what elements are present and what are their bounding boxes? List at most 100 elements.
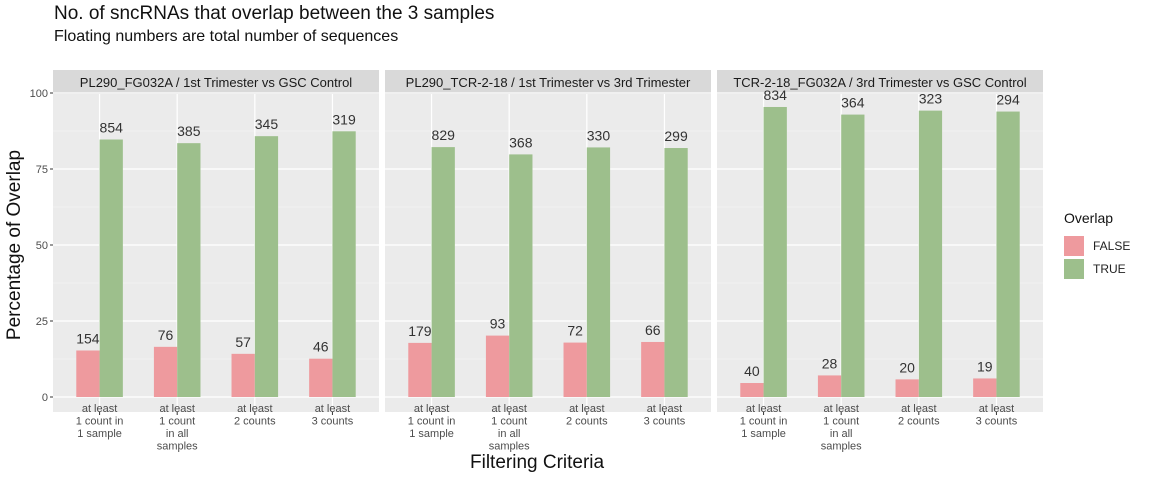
data-label: 854 — [100, 120, 124, 136]
bar-false — [153, 346, 178, 397]
x-tick-label: samples — [489, 441, 530, 453]
bar-true — [431, 147, 455, 397]
bar-true — [332, 131, 356, 397]
chart-subtitle: Floating numbers are total number of seq… — [54, 28, 399, 45]
bar-true — [177, 143, 201, 397]
data-label: 154 — [76, 330, 100, 346]
bar-false — [408, 342, 432, 397]
x-tick-label: 1 count in — [408, 416, 456, 428]
x-tick-label: 3 counts — [976, 416, 1018, 428]
facet-strip-label: TCR-2-18_FG032A / 3rd Trimester vs GSC C… — [733, 75, 1026, 90]
bar-true — [664, 148, 688, 397]
data-label: 834 — [764, 87, 788, 103]
data-label: 345 — [255, 116, 279, 132]
bar-false — [641, 341, 665, 397]
chart-title: No. of sncRNAs that overlap between the … — [54, 3, 495, 24]
x-tick-label: 1 count — [491, 416, 527, 428]
x-tick-label: 3 counts — [644, 416, 686, 428]
bar-true — [509, 154, 533, 397]
bar-false — [231, 353, 255, 397]
y-axis-label: Percentage of Overlap — [4, 149, 25, 341]
data-label: 294 — [996, 92, 1020, 108]
bar-false — [76, 350, 100, 397]
bar-true — [586, 147, 611, 397]
data-label: 20 — [899, 359, 915, 375]
bar-true — [996, 111, 1020, 397]
data-label: 364 — [841, 95, 865, 111]
data-label: 93 — [490, 316, 506, 332]
data-label: 299 — [664, 128, 688, 144]
data-label: 829 — [432, 127, 456, 143]
x-tick-label: at least — [237, 403, 272, 415]
bar-true — [254, 136, 279, 397]
x-tick-label: at least — [569, 403, 604, 415]
facet-strip-label: PL290_FG032A / 1st Trimester vs GSC Cont… — [80, 75, 353, 90]
x-tick-label: 1 count in — [740, 416, 788, 428]
bar-true — [918, 110, 943, 397]
legend-swatch-false — [1064, 235, 1084, 256]
facet-strip — [53, 70, 379, 94]
data-label: 57 — [235, 334, 251, 350]
x-axis-label: Filtering Criteria — [470, 452, 605, 473]
y-tick-label: 50 — [36, 240, 48, 252]
legend-label-false: FALSE — [1093, 238, 1131, 253]
x-tick-label: 2 counts — [234, 416, 276, 428]
x-tick-label: at least — [823, 403, 858, 415]
legend-item-true: TRUE — [1064, 257, 1130, 280]
data-label: 76 — [158, 327, 174, 343]
x-tick-label: 1 count — [823, 416, 859, 428]
legend-title: Overlap — [1064, 210, 1114, 226]
legend-label-true: TRUE — [1093, 261, 1126, 276]
bar-false — [895, 379, 919, 397]
x-tick-label: 1 sample — [741, 428, 786, 440]
x-tick-label: in all — [498, 428, 521, 440]
x-tick-label: 1 count — [159, 416, 195, 428]
x-tick-label: 1 count in — [76, 416, 124, 428]
data-label: 368 — [509, 134, 533, 150]
legend-swatch-true — [1064, 258, 1084, 279]
bar-false — [817, 375, 842, 397]
x-tick-label: 2 counts — [566, 416, 608, 428]
y-tick-label: 100 — [30, 88, 48, 100]
bar-true — [763, 106, 787, 397]
data-label: 323 — [919, 91, 943, 107]
x-tick-label: in all — [830, 428, 853, 440]
x-tick-label: samples — [821, 441, 862, 453]
facet-strip-label: PL290_TCR-2-18 / 1st Trimester vs 3rd Tr… — [406, 75, 691, 90]
x-tick-label: at least — [491, 403, 526, 415]
x-tick-label: 1 sample — [77, 428, 122, 440]
data-label: 330 — [587, 127, 611, 143]
bar-false — [973, 378, 997, 397]
legend-item-false: FALSE — [1064, 234, 1130, 257]
data-label: 28 — [822, 355, 838, 371]
bar-false — [485, 335, 510, 397]
x-tick-label: at least — [82, 403, 117, 415]
facet-strip — [385, 70, 711, 94]
y-tick-label: 75 — [36, 164, 48, 176]
y-tick-label: 0 — [42, 392, 48, 404]
x-tick-label: at least — [901, 403, 936, 415]
x-tick-label: at least — [414, 403, 449, 415]
y-tick-label: 25 — [36, 316, 48, 328]
facet-strip — [717, 70, 1043, 94]
legend: Overlap FALSE TRUE — [1064, 210, 1130, 280]
x-tick-label: 3 counts — [312, 416, 354, 428]
data-label: 46 — [313, 339, 329, 355]
x-tick-label: in all — [166, 428, 189, 440]
x-tick-label: at least — [159, 403, 194, 415]
x-tick-label: 2 counts — [898, 416, 940, 428]
bar-false — [563, 342, 587, 397]
bar-false — [740, 383, 764, 397]
x-tick-label: at least — [746, 403, 781, 415]
data-label: 72 — [567, 323, 583, 339]
x-tick-label: 1 sample — [409, 428, 454, 440]
data-label: 179 — [408, 323, 432, 339]
bar-false — [309, 358, 333, 397]
x-tick-label: at least — [315, 403, 350, 415]
data-label: 40 — [744, 363, 760, 379]
data-label: 66 — [645, 322, 661, 338]
bar-true — [841, 114, 865, 398]
x-tick-label: at least — [979, 403, 1014, 415]
data-label: 385 — [177, 123, 201, 139]
